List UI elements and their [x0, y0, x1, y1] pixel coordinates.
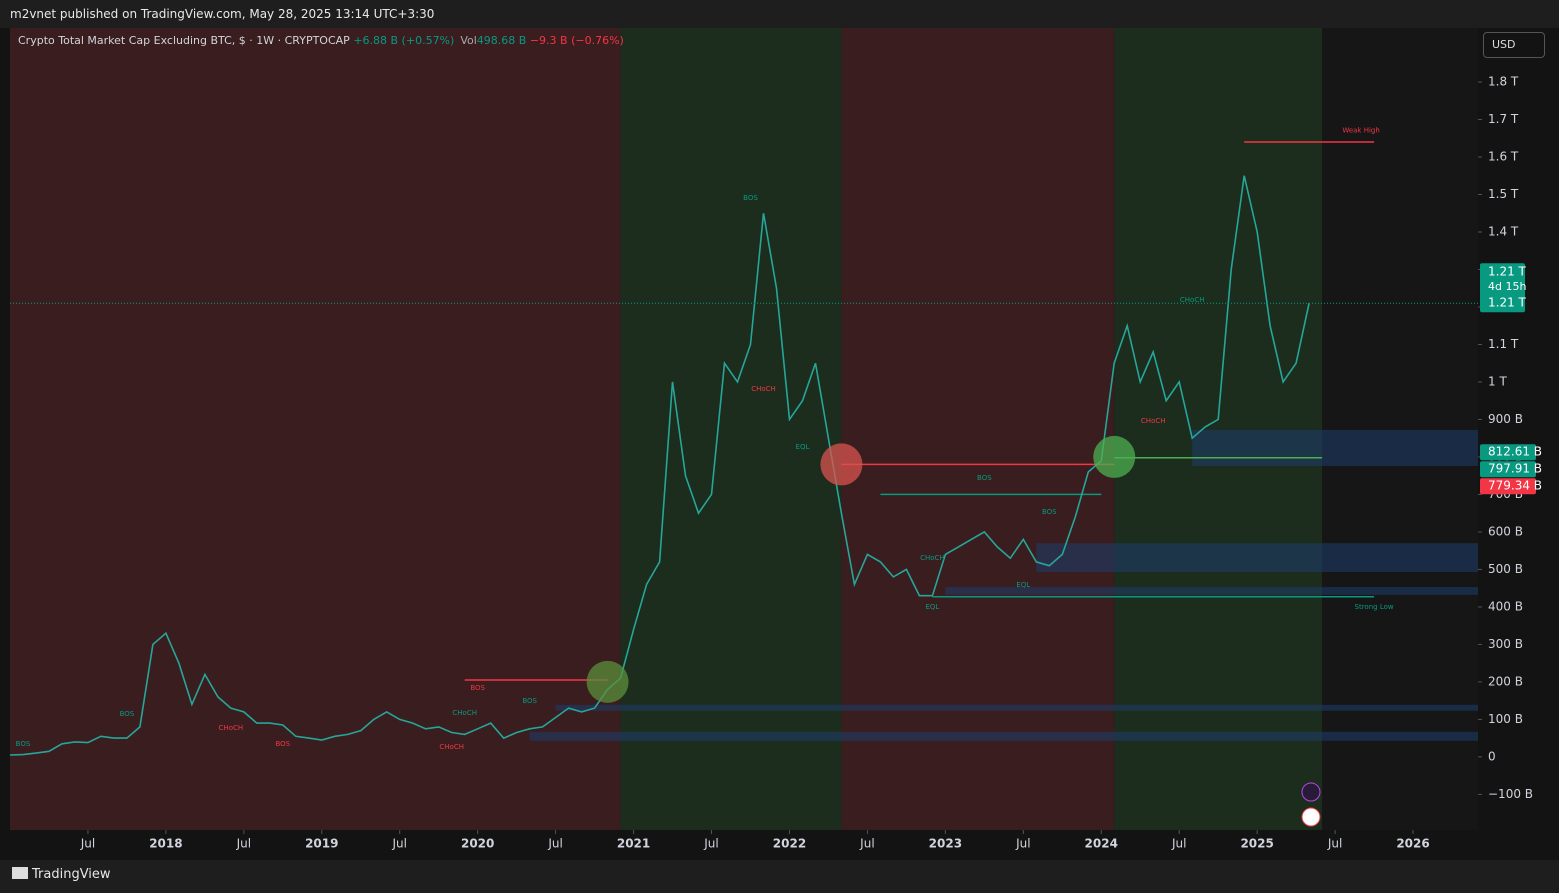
footer: TradingView [0, 860, 1559, 893]
y-tick-label: 400 B [1488, 599, 1523, 613]
zone-box [1192, 429, 1478, 466]
volume-change: −9.3 B (−0.76%) [529, 34, 624, 47]
price-label: 779.34 B [1488, 479, 1542, 493]
zone-box [945, 587, 1478, 595]
x-tick-label: 2020 [461, 837, 494, 851]
price-label: 797.91 B [1488, 462, 1542, 476]
signal-marker [586, 660, 629, 703]
annotation: CHoCH [751, 385, 776, 393]
x-tick-label: Jul [236, 837, 251, 851]
annotation: EQL [1016, 581, 1030, 589]
price-axis-bg [1478, 28, 1559, 830]
y-tick-label: 1.6 T [1488, 149, 1519, 163]
x-tick-label: 2024 [1085, 837, 1118, 851]
symbol-title: Crypto Total Market Cap Excluding BTC, $… [18, 34, 350, 47]
price-line [9, 175, 1310, 756]
annotation: CHoCH [920, 554, 945, 562]
annotation: CHoCH [1141, 417, 1166, 425]
x-tick-label: 2018 [149, 837, 182, 851]
publish-bar: m2vnet published on TradingView.com, May… [0, 0, 1559, 28]
annotation: CHoCH [452, 709, 477, 717]
y-tick-label: 500 B [1488, 562, 1523, 576]
annotation: BOS [470, 684, 485, 692]
legend: Crypto Total Market Cap Excluding BTC, $… [18, 34, 624, 47]
change: +6.88 B (+0.57%) [353, 34, 455, 47]
price-label-box [1480, 263, 1525, 313]
x-tick-label: Jul [547, 837, 562, 851]
signal-marker [820, 443, 863, 486]
x-tick-label: Jul [1327, 837, 1342, 851]
x-tick-label: 2022 [773, 837, 806, 851]
annotation: BOS [977, 474, 992, 482]
annotation: BOS [16, 740, 31, 748]
x-tick-label: 2025 [1240, 837, 1273, 851]
y-tick-label: 300 B [1488, 637, 1523, 651]
x-tick-label: Jul [703, 837, 718, 851]
annotation: EQL [925, 603, 939, 611]
y-tick-label: 600 B [1488, 524, 1523, 538]
y-tick-label: 0 [1488, 749, 1496, 763]
y-tick-label: 1.5 T [1488, 187, 1519, 201]
y-tick-label: −100 B [1488, 787, 1533, 801]
annotation: CHoCH [1180, 296, 1205, 304]
x-tick-label: 2023 [929, 837, 962, 851]
x-tick-label: 2019 [305, 837, 338, 851]
price-label-box [1480, 478, 1536, 495]
x-tick-label: 2021 [617, 837, 650, 851]
price-label-box [1480, 444, 1536, 461]
y-tick-label: 100 B [1488, 712, 1523, 726]
zone-box [555, 704, 1478, 711]
price-label: 812.61 B [1488, 445, 1542, 459]
annotation: BOS [743, 194, 758, 202]
annotation: CHoCH [219, 724, 244, 732]
x-tick-label: Jul [859, 837, 874, 851]
y-tick-label: 1.7 T [1488, 112, 1519, 126]
annotation: BOS [120, 710, 135, 718]
annotation: EQL [796, 443, 810, 451]
y-tick-label: 1.8 T [1488, 74, 1519, 88]
x-tick-label: Jul [1015, 837, 1030, 851]
x-tick-label: Jul [391, 837, 406, 851]
close-label: 1.21 T [1488, 296, 1527, 310]
volume-label: Vol [460, 34, 477, 47]
x-tick-label: Jul [80, 837, 95, 851]
price-label-box [1480, 461, 1536, 478]
countdown: 4d 15h [1488, 280, 1526, 293]
zone [841, 28, 1115, 830]
publisher: m2vnet published on TradingView.com, May… [10, 7, 435, 21]
signal-marker [1093, 435, 1136, 478]
y-tick-label: 1 T [1488, 374, 1507, 388]
x-tick-label: 2026 [1396, 837, 1429, 851]
y-tick-label: 900 B [1488, 412, 1523, 426]
zone-box [529, 731, 1478, 741]
volume: 498.68 B [476, 34, 527, 47]
zone [1322, 28, 1478, 830]
annotation: BOS [522, 697, 537, 705]
annotation: BOS [275, 740, 290, 748]
y-tick-label: 1.1 T [1488, 337, 1519, 351]
x-tick-label: Jul [1171, 837, 1186, 851]
zone-box [1036, 543, 1478, 573]
price-label: 1.21 T [1488, 265, 1527, 279]
annotation: BOS [1042, 508, 1057, 516]
y-tick-label: 200 B [1488, 674, 1523, 688]
currency-button[interactable]: USD [1483, 32, 1545, 58]
zone [10, 28, 621, 830]
time-axis-bg [0, 830, 1559, 860]
annotation: Weak High [1342, 127, 1379, 135]
y-tick-label: 1.4 T [1488, 224, 1519, 238]
brand: TradingView [32, 867, 111, 882]
annotation: CHoCH [439, 743, 464, 751]
zone [620, 28, 842, 830]
annotation: Strong Low [1355, 603, 1394, 611]
zone [1114, 28, 1323, 830]
